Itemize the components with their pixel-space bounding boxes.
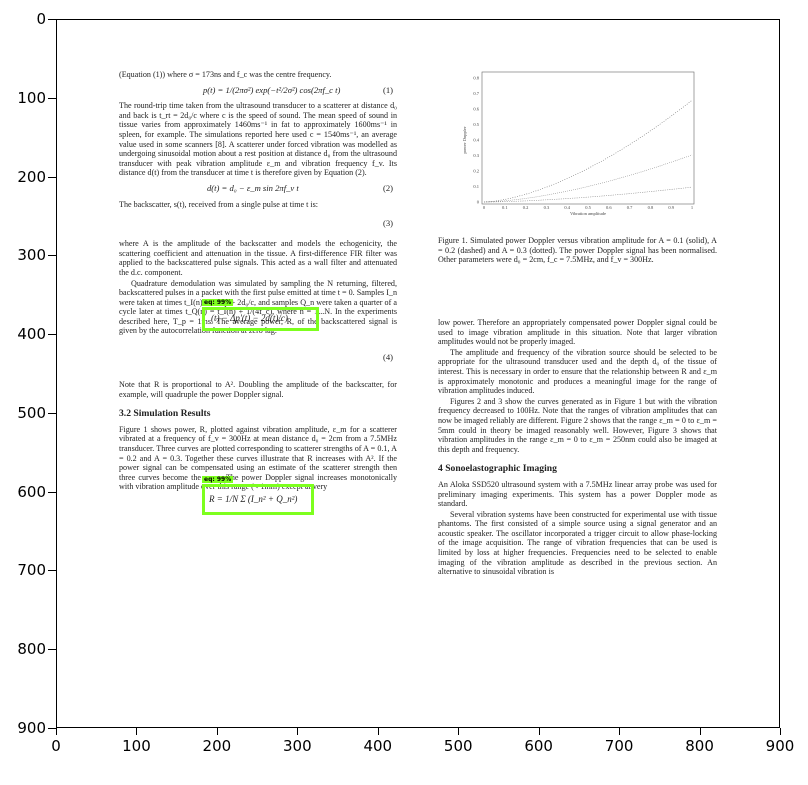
- detection-box: [202, 307, 319, 331]
- paragraph: Note that R is proportional to A². Doubl…: [119, 380, 397, 399]
- figure-x-tick-label: 0.2: [523, 205, 529, 210]
- x-tick: [136, 728, 138, 735]
- equation-3: (3): [119, 215, 397, 233]
- x-tick-label: 0: [51, 737, 61, 755]
- equation-number: (1): [382, 84, 393, 95]
- figure-y-tick-label: 0.3: [473, 153, 479, 158]
- x-tick-label: 500: [443, 737, 473, 755]
- y-tick: [48, 334, 56, 336]
- figure-x-tick-label: 0.1: [502, 205, 508, 210]
- figure-x-tick-label: 0.8: [648, 205, 654, 210]
- figure-y-tick-label: 0: [477, 200, 480, 205]
- x-tick-label: 900: [765, 737, 795, 755]
- detection-label: eq: 99%: [202, 476, 234, 483]
- figure-x-tick-label: 1: [691, 205, 693, 210]
- equation-number: (3): [382, 218, 393, 229]
- figure-x-tick-label: 0.6: [606, 205, 612, 210]
- equation-body: p(t) = 1/(2πσ²) exp(−t²/2σ²) cos(2πf_c t…: [203, 84, 341, 95]
- y-tick: [48, 255, 56, 257]
- detection-box: [202, 484, 314, 515]
- paper-left-column: (Equation (1)) where σ = 173ns and f_c w…: [119, 70, 397, 493]
- equation-number: (4): [382, 352, 393, 363]
- paragraph: (Equation (1)) where σ = 173ns and f_c w…: [119, 70, 332, 79]
- section-heading: 4 Sonoelastographic Imaging: [438, 463, 557, 475]
- figure-y-tick-label: 0.1: [473, 184, 479, 189]
- figure-x-tick-label: 0: [483, 205, 486, 210]
- figure-caption: Figure 1. Simulated power Doppler versus…: [438, 236, 717, 265]
- paragraph: Several vibration systems have been cons…: [438, 509, 717, 577]
- equation-2: d(t) = d₀ − ε_m sin 2πf_v t (2): [119, 182, 397, 194]
- equation-1: p(t) = 1/(2πσ²) exp(−t²/2σ²) cos(2πf_c t…: [119, 84, 397, 96]
- x-tick-label: 400: [363, 737, 393, 755]
- figure-y-tick-label: 0.5: [473, 122, 479, 127]
- x-tick-label: 800: [685, 737, 714, 755]
- x-tick-label: 300: [283, 737, 312, 755]
- x-tick: [780, 728, 781, 735]
- y-tick-label: 300: [17, 246, 46, 265]
- paragraph: low power. Therefore an appropriately co…: [438, 318, 717, 347]
- section-heading: 3.2 Simulation Results: [119, 408, 211, 420]
- y-tick-label: 100: [17, 88, 46, 107]
- equation-number: (2): [382, 182, 393, 193]
- x-tick: [56, 728, 57, 735]
- y-tick-label: 500: [17, 403, 46, 422]
- figure-plot-area: [481, 71, 695, 205]
- equation-body: d(t) = d₀ − ε_m sin 2πf_v t: [207, 182, 299, 193]
- image-axes: (Equation (1)) where σ = 173ns and f_c w…: [56, 19, 780, 728]
- x-tick-label: 200: [202, 737, 232, 755]
- figure-y-tick-label: 0.7: [473, 91, 479, 96]
- y-tick-label: 0: [36, 10, 46, 28]
- x-tick: [619, 728, 621, 735]
- figure-xlabel: Vibration amplitude: [570, 211, 606, 216]
- paragraph: An Aloka SSD520 ultrasound system with a…: [438, 479, 717, 509]
- figure-1-plot: 0.8 0.7 0.6 0.5 0.4 0.3 0.2 0.1 0 0 0.1 0.2 0.3 0.4 0…: [462, 71, 695, 216]
- paragraph: The round-trip time taken from the ultra…: [119, 101, 397, 178]
- figure-x-tick-label: 0.4: [564, 205, 570, 210]
- y-tick: [48, 176, 56, 178]
- x-tick: [699, 728, 701, 735]
- y-tick: [48, 412, 56, 414]
- figure-y-tick-label: 0.6: [473, 107, 479, 112]
- paragraph: where A is the amplitude of the backscat…: [119, 239, 397, 277]
- x-tick: [377, 728, 379, 735]
- y-tick: [48, 570, 56, 572]
- x-tick-label: 100: [122, 737, 151, 755]
- paragraph: Figures 2 and 3 show the curves generate…: [438, 396, 717, 454]
- paragraph: The amplitude and frequency of the vibra…: [438, 347, 717, 396]
- y-tick-label: 400: [17, 325, 46, 344]
- x-tick: [216, 728, 218, 735]
- x-tick: [458, 728, 460, 735]
- y-tick-label: 700: [17, 561, 46, 580]
- equation-4: (4): [119, 344, 397, 372]
- figure-y-tick-label: 0.2: [473, 169, 479, 174]
- y-tick: [48, 649, 56, 651]
- paragraph: Quadrature demodulation was simulated by…: [119, 278, 397, 336]
- y-tick-label: 200: [17, 167, 46, 186]
- x-tick: [297, 728, 299, 735]
- figure-x-tick-label: 0.3: [544, 205, 550, 210]
- y-tick: [48, 19, 56, 20]
- x-tick-label: 600: [524, 737, 553, 755]
- y-tick: [48, 491, 56, 493]
- figure-ylabel: power Doppler: [462, 126, 467, 154]
- y-tick-label: 900: [17, 719, 46, 737]
- x-tick-label: 700: [604, 737, 634, 755]
- figure-x-tick-label: 0.9: [668, 205, 674, 210]
- y-tick-label: 600: [17, 482, 46, 501]
- figure-x-tick-label: 0.7: [627, 205, 633, 210]
- y-tick-label: 800: [17, 640, 46, 659]
- detection-content: R = 1/N Σ (I_n² + Q_n²): [209, 494, 298, 504]
- paragraph: Figure 1 shows power, R, plotted against…: [119, 424, 397, 492]
- figure-y-tick-label: 0.4: [473, 138, 479, 143]
- paper-right-column: low power. Therefore an appropriately co…: [438, 318, 717, 578]
- detection-label: eq: 99%: [202, 299, 234, 306]
- figure-curve-a01: [484, 186, 693, 203]
- y-tick: [48, 728, 56, 729]
- x-tick: [538, 728, 540, 735]
- figure-y-tick-label: 0.8: [473, 76, 479, 81]
- detection-content: (t) − Δp'(t) − 2d(t)/c): [211, 313, 288, 323]
- y-tick: [48, 97, 56, 99]
- paragraph: The backscatter, s(t), received from a s…: [119, 199, 319, 209]
- figure-x-tick-label: 0.5: [585, 205, 591, 210]
